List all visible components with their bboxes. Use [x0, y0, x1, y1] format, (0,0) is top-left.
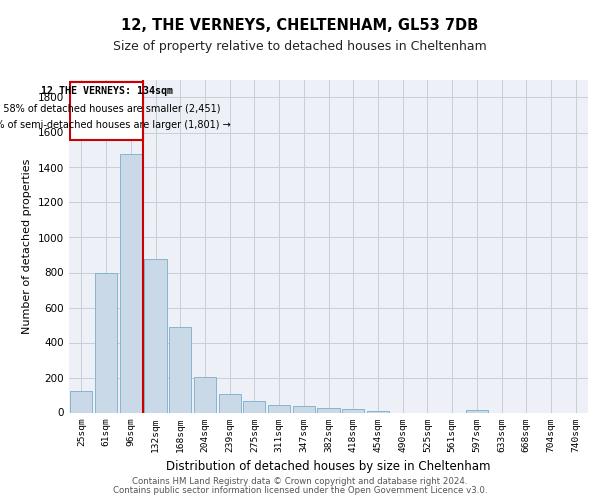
Bar	[243, 401, 265, 412]
Bar	[145, 258, 167, 412]
Text: Contains public sector information licensed under the Open Government Licence v3: Contains public sector information licen…	[113, 486, 487, 495]
Text: ← 58% of detached houses are smaller (2,451): ← 58% of detached houses are smaller (2,…	[0, 103, 221, 113]
Bar	[466, 410, 488, 412]
Bar	[169, 327, 191, 412]
Text: 42% of semi-detached houses are larger (1,801) →: 42% of semi-detached houses are larger (…	[0, 120, 230, 130]
Bar	[194, 376, 216, 412]
Text: 12, THE VERNEYS, CHELTENHAM, GL53 7DB: 12, THE VERNEYS, CHELTENHAM, GL53 7DB	[121, 18, 479, 32]
Bar	[317, 408, 340, 412]
Bar	[95, 272, 117, 412]
Text: Contains HM Land Registry data © Crown copyright and database right 2024.: Contains HM Land Registry data © Crown c…	[132, 477, 468, 486]
X-axis label: Distribution of detached houses by size in Cheltenham: Distribution of detached houses by size …	[166, 460, 491, 473]
Text: Size of property relative to detached houses in Cheltenham: Size of property relative to detached ho…	[113, 40, 487, 53]
Bar	[70, 82, 143, 140]
Bar	[268, 404, 290, 412]
Bar	[293, 406, 315, 412]
Y-axis label: Number of detached properties: Number of detached properties	[22, 158, 32, 334]
Text: 12 THE VERNEYS: 134sqm: 12 THE VERNEYS: 134sqm	[41, 86, 173, 96]
Bar	[218, 394, 241, 412]
Bar	[367, 411, 389, 412]
Bar	[119, 154, 142, 412]
Bar	[70, 390, 92, 412]
Bar	[342, 409, 364, 412]
